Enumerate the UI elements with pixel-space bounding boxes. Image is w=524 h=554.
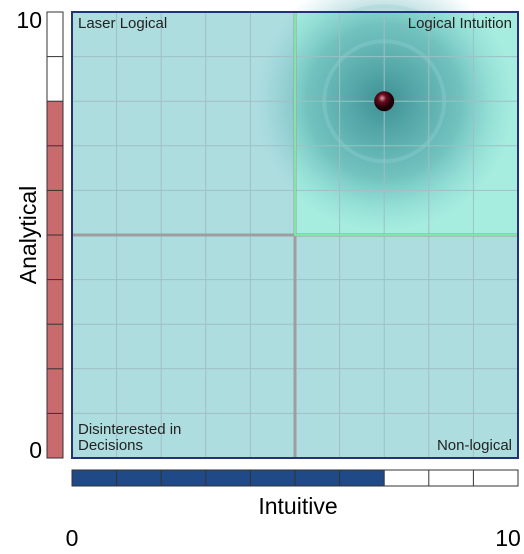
- x-tick-label: 0: [66, 525, 79, 551]
- quadrant-label: Disinterested in Decisions: [78, 422, 198, 454]
- quadrant-label: Logical Intuition: [408, 16, 512, 32]
- x-tick-label: 10: [495, 525, 521, 551]
- quadrant-label: Laser Logical: [78, 16, 167, 32]
- x-axis-label: Intuitive: [258, 493, 337, 519]
- y-axis-label: Analytical: [15, 186, 41, 284]
- quadrant-label: Non-logical: [437, 438, 512, 454]
- point: [374, 91, 394, 111]
- chart-svg: Intuitive Analytical 0 10 0 10: [0, 0, 524, 554]
- y-tick-label: 10: [16, 7, 42, 33]
- x-gauge-fill: [72, 470, 384, 486]
- chart: Intuitive Analytical 0 10 0 10 Laser Logica…: [0, 0, 524, 554]
- y-tick-label: 0: [29, 437, 42, 463]
